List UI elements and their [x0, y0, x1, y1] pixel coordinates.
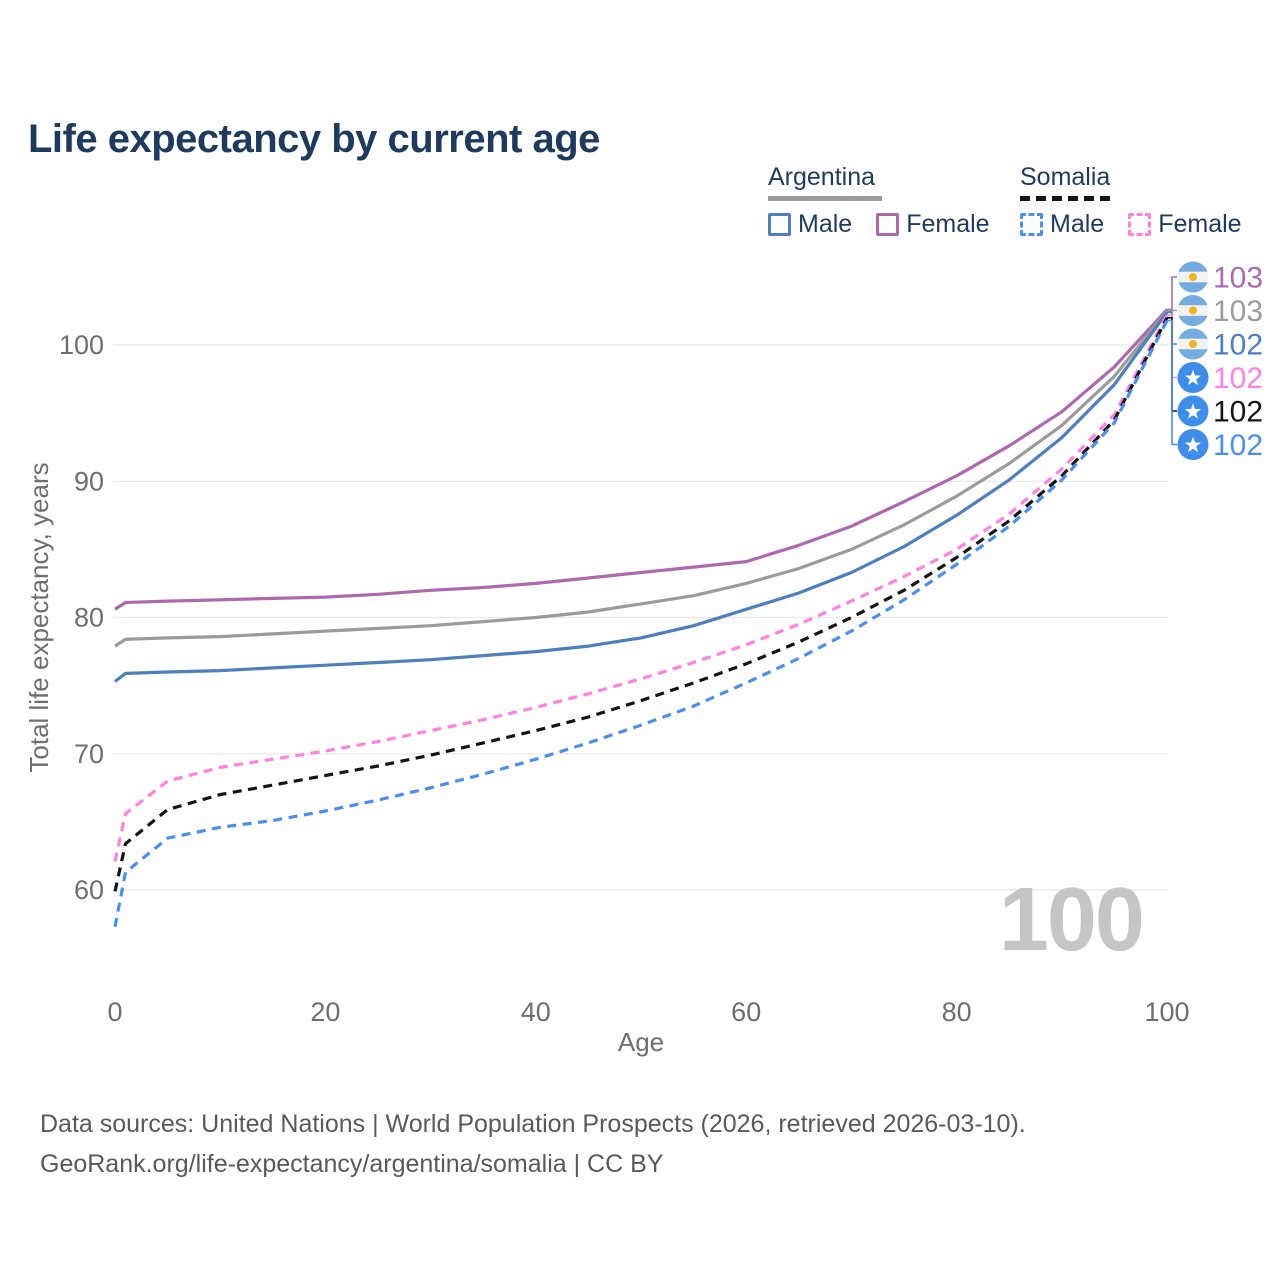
legend-item-argentina-female[interactable]: Female	[876, 210, 990, 239]
end-label-connector	[1167, 319, 1177, 446]
series-line-somalia-both-sexes[interactable]	[113, 317, 1169, 892]
end-value-label-argentina-both-sexes: 103	[1213, 295, 1263, 328]
line-chart[interactable]: 60 70 80 90 100 0 20 40 60 80 100 Age Total life exp…	[0, 0, 1280, 1070]
argentina-female-swatch	[876, 213, 900, 236]
y-axis-title: Total life expectancy, years	[24, 462, 54, 772]
legend-country-argentina[interactable]: Argentina	[768, 163, 990, 201]
somalia-flag-icon	[1177, 362, 1209, 393]
somalia-flag-icon	[1177, 395, 1209, 427]
legend-argentina-male-label: Male	[798, 210, 853, 238]
age-watermark: 100	[999, 870, 1143, 970]
x-tick-label: 80	[942, 997, 972, 1027]
argentina-solid-line-swatch	[768, 196, 882, 201]
legend-argentina-female-label: Female	[906, 210, 990, 238]
argentina-male-swatch	[768, 213, 791, 236]
x-tick-label: 0	[107, 997, 122, 1027]
end-value-label-somalia-male: 102	[1213, 429, 1263, 462]
argentina-flag-icon	[1177, 295, 1209, 326]
x-tick-label: 20	[310, 997, 340, 1027]
legend-country-argentina-label: Argentina	[768, 163, 876, 191]
footer-data-sources: Data sources: United Nations | World Pop…	[40, 1110, 1026, 1138]
x-tick-label: 60	[731, 997, 761, 1027]
y-tick-label: 90	[74, 466, 104, 496]
somalia-flag-icon	[1177, 429, 1209, 460]
legend-group-somalia: Somalia Male Female	[1020, 163, 1242, 239]
series-line-somalia-female[interactable]	[113, 314, 1169, 862]
x-axis-title: Age	[618, 1027, 664, 1057]
series-line-somalia-male[interactable]	[113, 319, 1169, 928]
end-value-label-somalia-female: 102	[1213, 362, 1263, 395]
legend-item-somalia-female[interactable]: Female	[1128, 210, 1242, 239]
y-tick-label: 100	[59, 330, 104, 360]
y-tick-label: 70	[74, 739, 104, 769]
legend-group-argentina: Argentina Male Female	[768, 163, 990, 239]
footer-attribution: GeoRank.org/life-expectancy/argentina/so…	[40, 1150, 664, 1178]
legend-item-argentina-male[interactable]: Male	[768, 210, 852, 239]
y-tick-label: 80	[74, 603, 104, 633]
argentina-flag-icon	[1177, 261, 1209, 293]
legend-row-somalia: Male Female	[1020, 210, 1242, 239]
somalia-male-swatch	[1020, 213, 1043, 236]
somalia-dashed-line-swatch	[1020, 196, 1110, 201]
legend-somalia-female-label: Female	[1158, 210, 1242, 238]
chart-footer: Data sources: United Nations | World Pop…	[40, 1104, 1026, 1184]
chart-title: Life expectancy by current age	[28, 116, 600, 161]
y-tick-label: 60	[74, 875, 104, 905]
series-line-argentina-female[interactable]	[114, 308, 1169, 611]
somalia-female-swatch	[1128, 213, 1152, 236]
legend-row-argentina: Male Female	[768, 210, 990, 239]
end-value-label-somalia-both-sexes: 102	[1213, 396, 1263, 429]
end-label-connector	[1167, 276, 1177, 311]
x-tick-label: 100	[1144, 997, 1189, 1027]
argentina-flag-icon	[1177, 328, 1209, 360]
series-line-argentina-both-sexes[interactable]	[114, 309, 1169, 648]
series-line-argentina-male[interactable]	[114, 311, 1169, 683]
x-tick-label: 40	[521, 997, 551, 1027]
legend-country-somalia[interactable]: Somalia	[1020, 163, 1242, 201]
legend-somalia-male-label: Male	[1050, 210, 1105, 238]
legend-country-somalia-label: Somalia	[1020, 163, 1111, 191]
legend-item-somalia-male[interactable]: Male	[1020, 210, 1104, 239]
end-value-label-argentina-female: 103	[1213, 262, 1263, 295]
end-value-label-argentina-male: 102	[1213, 329, 1263, 362]
